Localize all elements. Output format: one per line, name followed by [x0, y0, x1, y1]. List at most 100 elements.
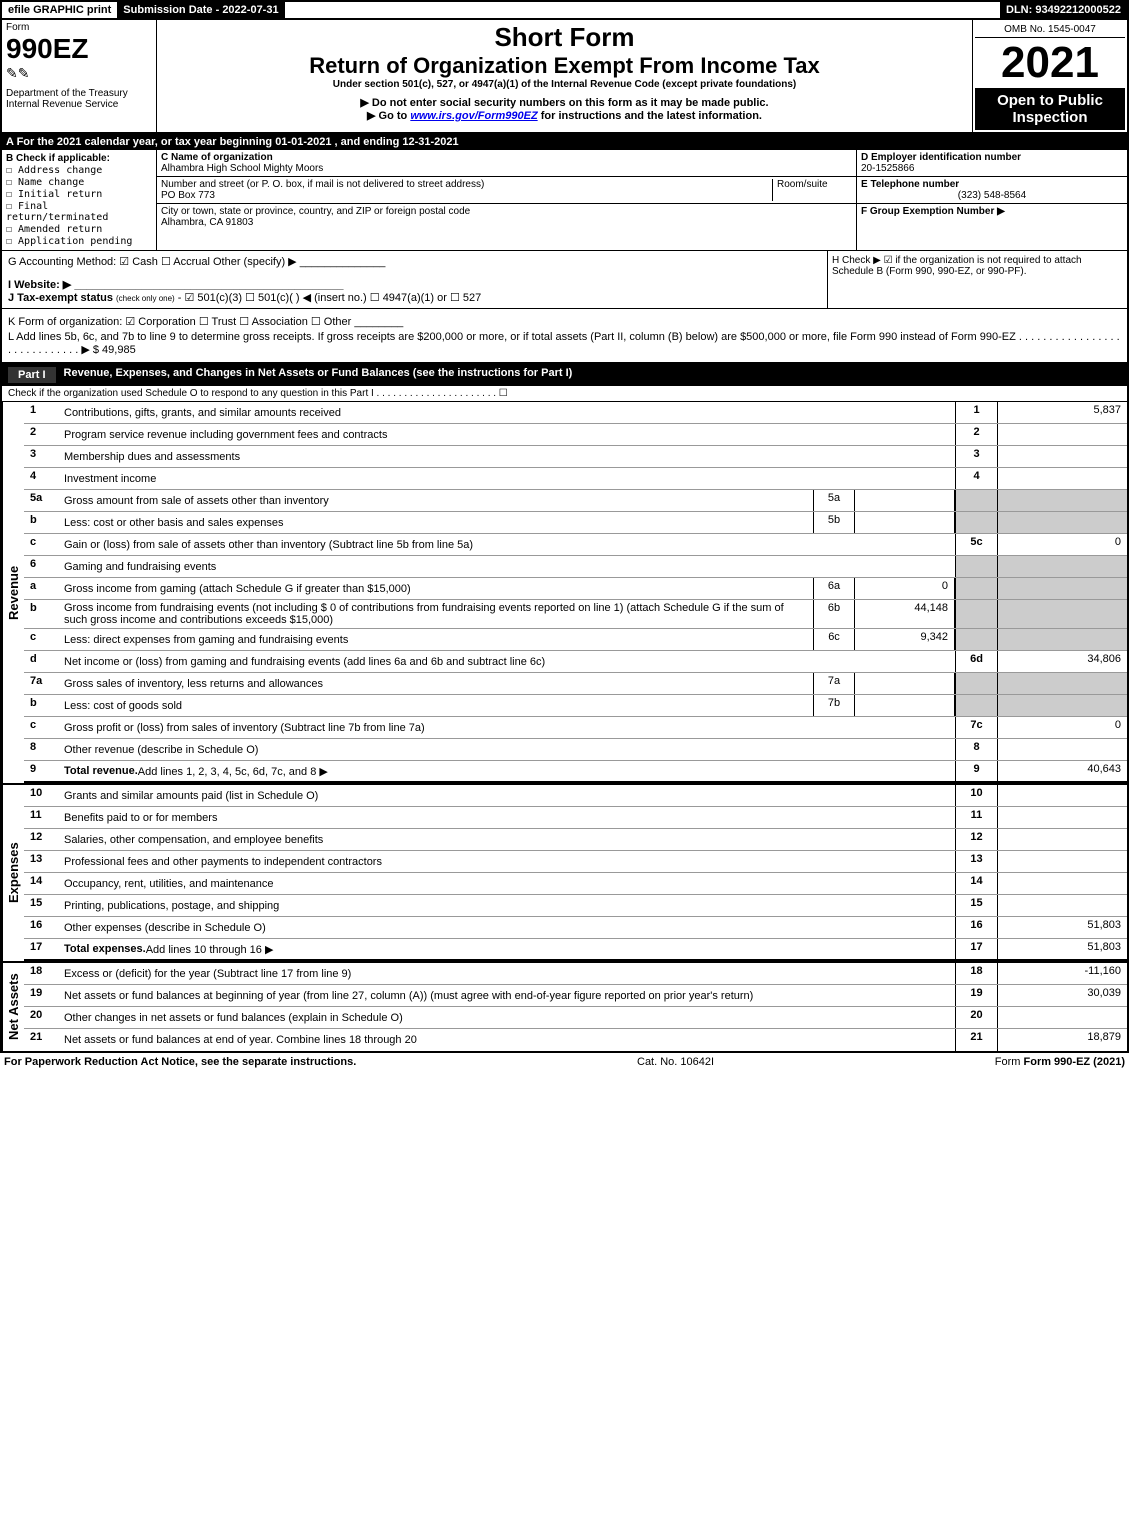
line-desc: Net assets or fund balances at beginning…: [60, 985, 955, 1006]
form-line: 18Excess or (deficit) for the year (Subt…: [24, 963, 1127, 985]
short-form-title: Short Form: [165, 22, 964, 53]
line-desc: Gross profit or (loss) from sales of inv…: [60, 717, 955, 738]
form-line: 17Total expenses. Add lines 10 through 1…: [24, 939, 1127, 961]
line-number: 11: [24, 807, 60, 828]
form-line: 4Investment income4: [24, 468, 1127, 490]
line-value: -11,160: [997, 963, 1127, 984]
line-box: 6d: [955, 651, 997, 672]
line-number: 19: [24, 985, 60, 1006]
B-opt[interactable]: ☐ Name change: [6, 177, 152, 188]
part-title: Revenue, Expenses, and Changes in Net As…: [64, 367, 573, 383]
top-bar: efile GRAPHIC print Submission Date - 20…: [0, 0, 1129, 20]
C-street-lbl: Number and street (or P. O. box, if mail…: [161, 179, 484, 190]
line-desc: Less: cost of goods sold: [60, 695, 813, 716]
line-desc: Professional fees and other payments to …: [60, 851, 955, 872]
line-desc: Printing, publications, postage, and shi…: [60, 895, 955, 916]
line-box: 12: [955, 829, 997, 850]
form-line: 16Other expenses (describe in Schedule O…: [24, 917, 1127, 939]
line-desc: Total expenses. Add lines 10 through 16 …: [60, 939, 955, 959]
line-desc: Gross sales of inventory, less returns a…: [60, 673, 813, 694]
org-street: PO Box 773: [161, 190, 215, 201]
form-line: 20Other changes in net assets or fund ba…: [24, 1007, 1127, 1029]
line-number: 16: [24, 917, 60, 938]
line-desc: Gross amount from sale of assets other t…: [60, 490, 813, 511]
line-value: [997, 807, 1127, 828]
line-box: [955, 695, 997, 716]
line-box: 17: [955, 939, 997, 959]
open-inspection: Open to Public Inspection: [975, 88, 1125, 130]
form-line: 12Salaries, other compensation, and empl…: [24, 829, 1127, 851]
form-line: 10Grants and similar amounts paid (list …: [24, 785, 1127, 807]
line-value: 30,039: [997, 985, 1127, 1006]
tax-year: 2021: [975, 38, 1125, 88]
B-opt[interactable]: ☐ Application pending: [6, 236, 152, 247]
mid-box: 6b: [813, 600, 855, 628]
line-box: 2: [955, 424, 997, 445]
line-box: 1: [955, 402, 997, 423]
form-line: 11Benefits paid to or for members11: [24, 807, 1127, 829]
line-box: 9: [955, 761, 997, 781]
line-value: 5,837: [997, 402, 1127, 423]
line-box: 10: [955, 785, 997, 806]
line-value: [997, 424, 1127, 445]
form-id-col: Form 990EZ ✎✎ Department of the Treasury…: [2, 20, 157, 132]
B-opt[interactable]: ☐ Final return/terminated: [6, 201, 152, 223]
section-DEF: D Employer identification number 20-1525…: [857, 150, 1127, 250]
entity-block: B Check if applicable: ☐ Address change …: [0, 150, 1129, 251]
org-name: Alhambra High School Mighty Moors: [161, 163, 323, 174]
omb-number: OMB No. 1545-0047: [975, 22, 1125, 38]
line-box: 7c: [955, 717, 997, 738]
form-line: aGross income from gaming (attach Schedu…: [24, 578, 1127, 600]
form-line: bGross income from fundraising events (n…: [24, 600, 1127, 629]
footer: For Paperwork Reduction Act Notice, see …: [0, 1053, 1129, 1071]
form-line: 8Other revenue (describe in Schedule O)8: [24, 739, 1127, 761]
line-number: c: [24, 717, 60, 738]
form-label: Form: [6, 22, 152, 33]
line-number: 12: [24, 829, 60, 850]
line-number: 3: [24, 446, 60, 467]
line-number: c: [24, 629, 60, 650]
netassets-table: Net Assets 18Excess or (deficit) for the…: [0, 963, 1129, 1053]
line-number: 8: [24, 739, 60, 760]
B-opt[interactable]: ☐ Address change: [6, 165, 152, 176]
line-number: 1: [24, 402, 60, 423]
line-number: 14: [24, 873, 60, 894]
line-number: 9: [24, 761, 60, 781]
form-line: 13Professional fees and other payments t…: [24, 851, 1127, 873]
line-value: [997, 512, 1127, 533]
line-desc: Total revenue. Add lines 1, 2, 3, 4, 5c,…: [60, 761, 955, 781]
mid-value: [855, 490, 955, 511]
irs-link[interactable]: www.irs.gov/Form990EZ: [410, 110, 537, 122]
line-I: I Website: ▶ ___________________________…: [8, 278, 821, 291]
line-desc: Membership dues and assessments: [60, 446, 955, 467]
line-value: [997, 578, 1127, 599]
title-col: Short Form Return of Organization Exempt…: [157, 20, 972, 132]
line-desc: Other changes in net assets or fund bala…: [60, 1007, 955, 1028]
line-box: [955, 673, 997, 694]
line-value: [997, 446, 1127, 467]
form-line: cGross profit or (loss) from sales of in…: [24, 717, 1127, 739]
line-value: [997, 468, 1127, 489]
form-number: 990EZ: [6, 33, 152, 65]
line-J: J Tax-exempt status (check only one) - ☑…: [8, 291, 821, 304]
line-desc: Net assets or fund balances at end of ye…: [60, 1029, 955, 1051]
mid-value: [855, 673, 955, 694]
line-number: 21: [24, 1029, 60, 1051]
dln: DLN: 93492212000522: [1000, 2, 1127, 18]
section-B: B Check if applicable: ☐ Address change …: [2, 150, 157, 250]
part-I-header: Part I Revenue, Expenses, and Changes in…: [0, 364, 1129, 386]
line-number: a: [24, 578, 60, 599]
KL-block: K Form of organization: ☑ Corporation ☐ …: [0, 309, 1129, 364]
line-number: 10: [24, 785, 60, 806]
B-opt[interactable]: ☐ Initial return: [6, 189, 152, 200]
line-box: 5c: [955, 534, 997, 555]
ssn-note: ▶ Do not enter social security numbers o…: [165, 96, 964, 109]
line-desc: Other expenses (describe in Schedule O): [60, 917, 955, 938]
B-opt[interactable]: ☐ Amended return: [6, 224, 152, 235]
room-suite-lbl: Room/suite: [772, 179, 852, 201]
C-name-lbl: C Name of organization: [161, 152, 273, 163]
line-desc: Investment income: [60, 468, 955, 489]
line-desc: Gross income from gaming (attach Schedul…: [60, 578, 813, 599]
line-number: 18: [24, 963, 60, 984]
line-value: [997, 490, 1127, 511]
